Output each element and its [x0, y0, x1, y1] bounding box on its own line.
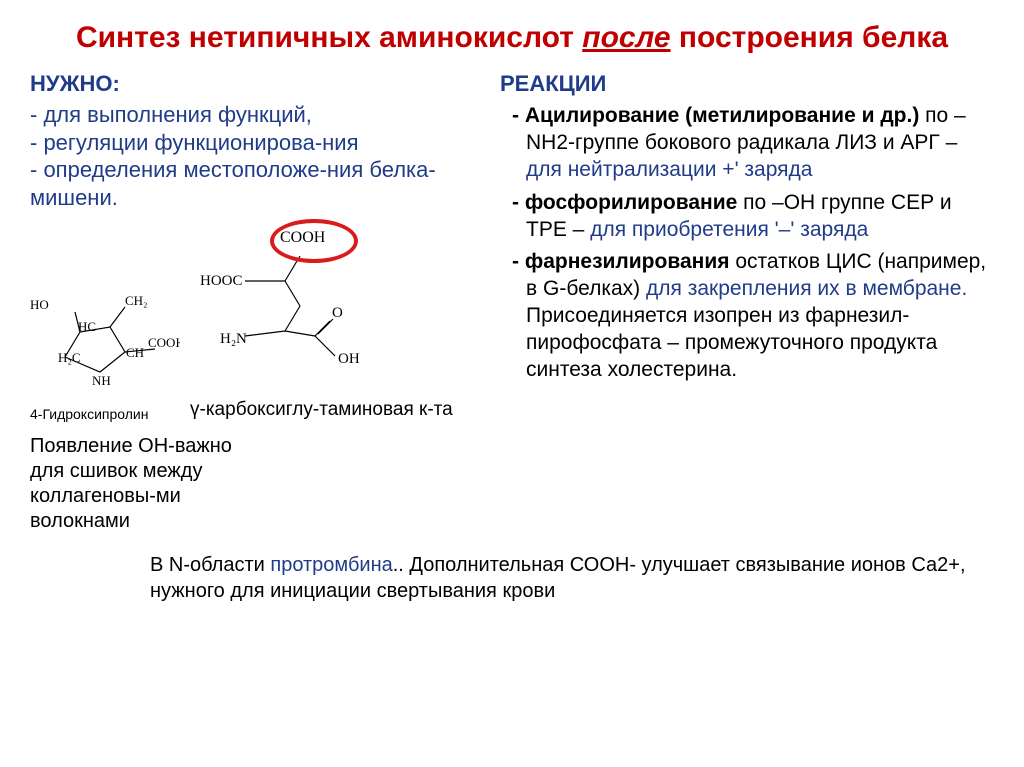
reactions-heading: РЕАКЦИИ	[500, 71, 994, 97]
chem-label: 4-Гидроксипролин	[30, 406, 180, 422]
red-circle-icon	[270, 219, 358, 263]
need-item: - для выполнения функций,	[30, 101, 470, 129]
carboxyglutamate-drawing: HOOC H₂N O OH	[190, 251, 390, 381]
chem-structure-hydroxyproline: HO HC CH₂ H₂C CH COOH NH 4-Гидроксипроли…	[30, 287, 180, 422]
need-item: - определения местоположе-ния белка-мише…	[30, 156, 470, 211]
svg-text:O: O	[332, 305, 343, 321]
need-item: - регуляции функционирова-ния	[30, 129, 470, 157]
reactions-list: - Ацилирование (метилирование и др.) по …	[500, 103, 994, 384]
reaction-item: - фосфорилирование по –ОН группе СЕР и Т…	[500, 190, 994, 244]
svg-text:CH₂: CH₂	[125, 293, 148, 308]
svg-text:H₂C: H₂C	[58, 350, 81, 365]
reaction-tail: для нейтрализации +' заряда	[526, 158, 812, 181]
footer-blue: протромбина	[270, 554, 392, 576]
reaction-tail: для приобретения '–' заряда	[590, 218, 868, 241]
reaction-lead: - фосфорилирование	[512, 191, 737, 214]
svg-text:COOH: COOH	[148, 335, 180, 350]
footer-note: В N-области протромбина.. Дополнительная…	[30, 552, 994, 604]
reaction-tail: для закрепления их в мембране.	[646, 277, 967, 300]
svg-text:H₂N: H₂N	[220, 331, 247, 347]
svg-text:HOOC: HOOC	[200, 273, 243, 289]
svg-text:CH: CH	[126, 345, 144, 360]
content-columns: НУЖНО: - для выполнения функций, - регул…	[30, 71, 994, 534]
svg-text:NH: NH	[92, 373, 111, 388]
svg-text:HO: HO	[30, 297, 49, 312]
caption-oh: Появление ОН-важно для сшивок между колл…	[30, 434, 260, 534]
left-column: НУЖНО: - для выполнения функций, - регул…	[30, 71, 470, 534]
reaction-item: - Ацилирование (метилирование и др.) по …	[500, 103, 994, 184]
footer-p1: В N-области	[150, 554, 270, 576]
chem-structure-carboxyglutamate: COOH HOOC H₂	[190, 229, 453, 422]
title-part2: построения белка	[671, 21, 948, 54]
right-column: РЕАКЦИИ - Ацилирование (метилирование и …	[500, 71, 994, 534]
reaction-lead: - фарнезилирования	[512, 250, 730, 273]
cooh-circled: COOH	[280, 229, 325, 247]
hydroxyproline-drawing: HO HC CH₂ H₂C CH COOH NH	[30, 287, 180, 397]
svg-text:OH: OH	[338, 351, 360, 367]
reaction-extra: Присоединяется изопрен из фарнезил-пироф…	[526, 304, 937, 381]
need-list: - для выполнения функций, - регуляции фу…	[30, 101, 470, 211]
title-part1: Синтез нетипичных аминокислот	[76, 21, 582, 54]
chem-structures-row: HO HC CH₂ H₂C CH COOH NH 4-Гидроксипроли…	[30, 229, 470, 422]
slide-title: Синтез нетипичных аминокислот после пост…	[30, 20, 994, 56]
title-underlined: после	[582, 21, 670, 54]
reaction-lead: - Ацилирование (метилирование и др.)	[512, 104, 919, 127]
chem-label: ү-карбоксиглу-таминовая к-та	[190, 398, 453, 422]
reaction-item: - фарнезилирования остатков ЦИС (наприме…	[500, 249, 994, 383]
need-heading: НУЖНО:	[30, 71, 470, 97]
svg-text:HC: HC	[78, 319, 96, 334]
